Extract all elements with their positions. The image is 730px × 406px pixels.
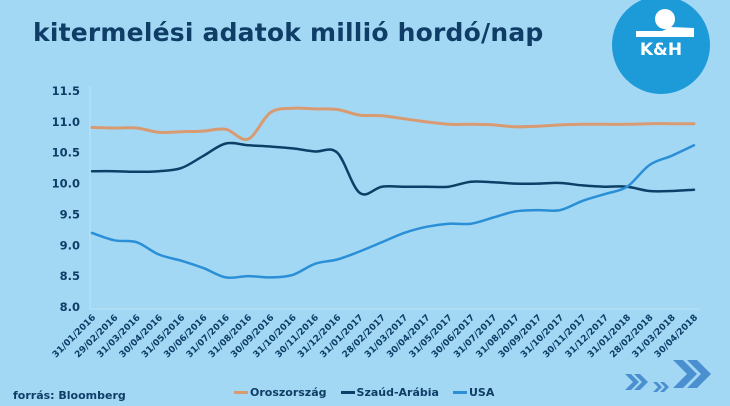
legend-item-szaud-arabia: Szaúd-Arábia bbox=[340, 386, 439, 399]
y-tick-label: 11.0 bbox=[52, 115, 80, 129]
oroszorszag-line bbox=[90, 106, 696, 142]
y-tick-label: 8.0 bbox=[60, 300, 80, 314]
y-tick-label: 10.0 bbox=[52, 177, 80, 191]
source-note: forrás: Bloomberg bbox=[13, 389, 126, 402]
legend-label: USA bbox=[468, 386, 495, 399]
usa-line bbox=[90, 144, 696, 279]
x-axis: 31/01/201629/02/201631/03/201630/04/2016… bbox=[51, 313, 700, 360]
logo-head-icon bbox=[655, 9, 675, 29]
legend-label: Oroszország bbox=[250, 386, 327, 399]
y-tick-label: 10.5 bbox=[52, 146, 80, 160]
y-tick-label: 9.5 bbox=[60, 207, 80, 221]
series-lines bbox=[90, 106, 696, 279]
legend-item-usa: USA bbox=[452, 386, 495, 399]
kh-logo: K&H bbox=[612, 0, 710, 94]
chart-title: kitermelési adatok millió hordó/nap bbox=[33, 18, 544, 47]
legend-swatch bbox=[234, 391, 248, 394]
legend-item-oroszorszag: Oroszország bbox=[234, 386, 327, 399]
logo-text: K&H bbox=[639, 40, 683, 60]
szaud-arabia-line bbox=[90, 141, 696, 196]
y-tick-label: 8.5 bbox=[60, 269, 80, 283]
y-tick-label: 11.5 bbox=[52, 84, 80, 98]
chart-legend: Oroszország Szaúd-Arábia USA bbox=[234, 386, 494, 399]
logo-wave-icon bbox=[636, 27, 694, 37]
y-tick-label: 9.0 bbox=[60, 238, 80, 252]
legend-swatch bbox=[340, 391, 355, 394]
legend-swatch bbox=[452, 391, 467, 394]
chevron-arrows-icon bbox=[625, 360, 711, 392]
legend-label: Szaúd-Arábia bbox=[356, 386, 439, 399]
y-axis: 8.0 8.5 9.0 9.5 10.0 10.5 11.0 11.5 bbox=[52, 84, 80, 314]
